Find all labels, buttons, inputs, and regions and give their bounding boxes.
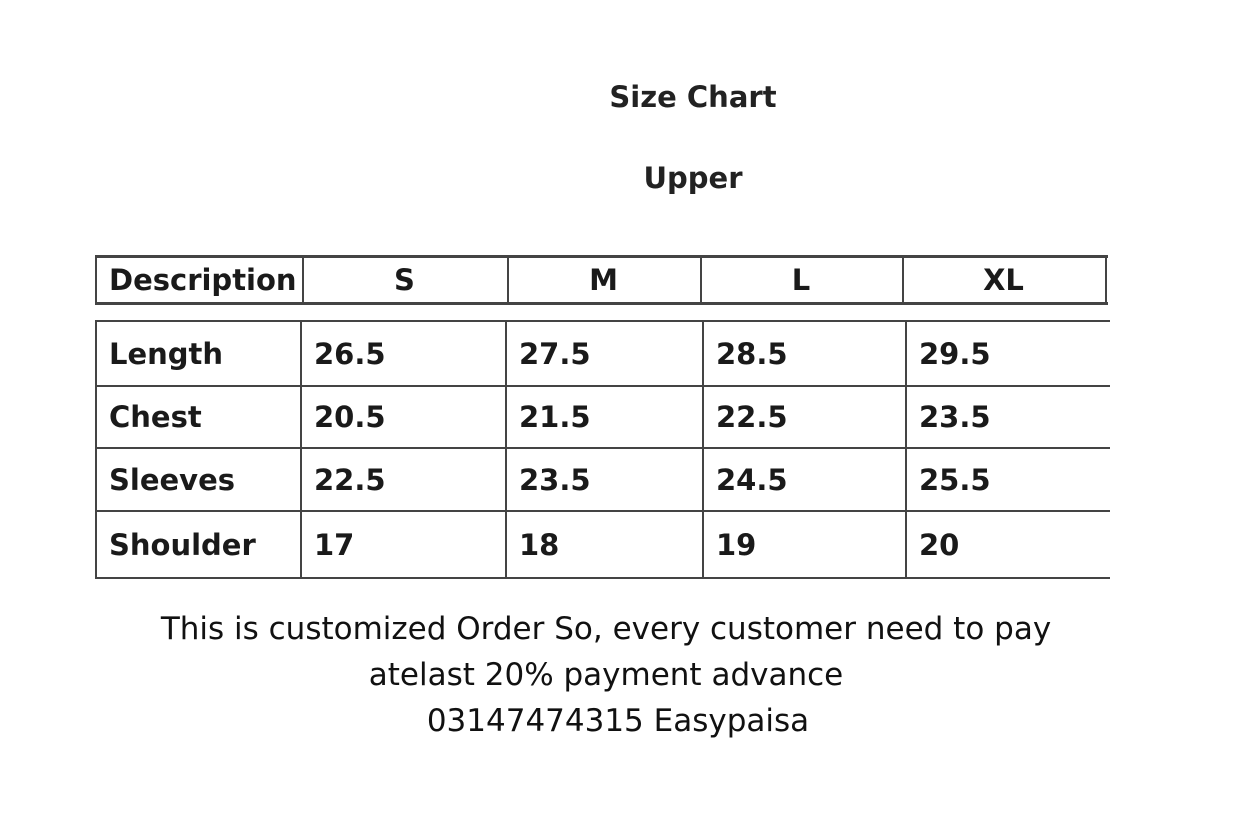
value-cell: 23.5 (519, 462, 591, 497)
table-rule (95, 320, 1110, 322)
table-rule (302, 255, 304, 305)
value-cell: 22.5 (716, 400, 788, 434)
header-cell: S (394, 263, 415, 297)
row-label: Sleeves (109, 462, 235, 497)
note-line-2: atelast 20% payment advance (368, 657, 844, 693)
value-cell: 24.5 (716, 462, 788, 497)
value-cell: 23.5 (919, 400, 991, 434)
table-rule (700, 255, 702, 305)
table-rule (300, 320, 302, 578)
table-rule (505, 320, 507, 578)
row-label: Length (109, 336, 224, 371)
table-rule (95, 320, 97, 578)
row-label: Shoulder (109, 527, 256, 562)
note-line-1: This is customized Order So, every custo… (160, 611, 1052, 647)
value-cell: 20 (919, 527, 960, 562)
page-title: Size Chart (609, 80, 777, 114)
table-rule (95, 255, 97, 305)
value-cell: 19 (716, 527, 757, 562)
value-cell: 20.5 (314, 400, 386, 434)
value-cell: 27.5 (519, 336, 591, 371)
value-cell: 21.5 (519, 400, 591, 434)
value-cell: 22.5 (314, 462, 386, 497)
value-cell: 26.5 (314, 336, 386, 371)
value-cell: 28.5 (716, 336, 788, 371)
header-cell: L (791, 263, 811, 297)
value-cell: 29.5 (919, 336, 991, 371)
value-cell: 18 (519, 527, 560, 562)
row-label: Chest (109, 400, 202, 434)
header-cell: M (589, 263, 618, 297)
table-rule (95, 385, 1110, 387)
header-cell: XL (983, 263, 1024, 297)
table-rule (95, 577, 1110, 579)
table-rule (905, 320, 907, 578)
table-rule (95, 510, 1110, 512)
table-rule (902, 255, 904, 305)
table-rule (1105, 255, 1107, 305)
value-cell: 25.5 (919, 462, 991, 497)
table-rule (95, 255, 1108, 258)
table-rule (95, 302, 1108, 305)
header-cell: Description (109, 263, 297, 297)
table-rule (702, 320, 704, 578)
note-line-3: 03147474315 Easypaisa (426, 703, 810, 739)
table-rule (95, 447, 1110, 449)
value-cell: 17 (314, 527, 355, 562)
page-subtitle: Upper (643, 161, 743, 195)
table-rule (507, 255, 509, 305)
